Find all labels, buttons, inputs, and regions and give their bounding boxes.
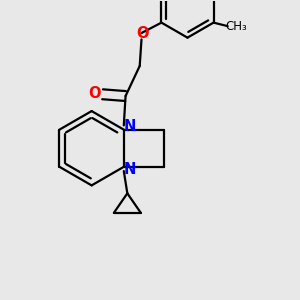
Text: CH₃: CH₃ xyxy=(226,20,247,33)
Text: N: N xyxy=(124,119,136,134)
Text: O: O xyxy=(136,26,148,40)
Text: N: N xyxy=(124,162,136,177)
Text: O: O xyxy=(88,86,101,101)
